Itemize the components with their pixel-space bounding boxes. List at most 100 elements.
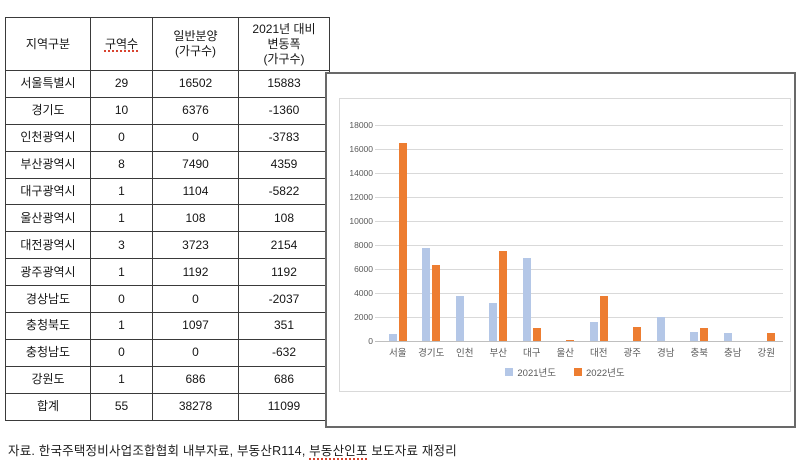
region-cell: 충청남도 <box>5 338 91 367</box>
table-row: 광주광역시 1 1192 1192 <box>5 258 330 287</box>
gridline <box>375 173 783 174</box>
bar-chart: 0 2000 4000 6000 8000 10000 12000 14000 16000 180… <box>339 98 791 392</box>
x-axis-labels: 서울 경기도 인천 부산 대구 울산 대전 광주 경남 충북 충남 강원 <box>381 345 783 359</box>
table-row: 충청북도 1 1097 351 <box>5 312 330 340</box>
y-tick-label: 6000 <box>354 264 373 274</box>
header-units: 일반분양 (가구수) <box>152 17 239 71</box>
units-cell: 0 <box>152 285 239 314</box>
source-note-prefix: 자료. 한국주택정비사업조합협회 내부자료, 부동산R114, <box>8 444 310 458</box>
x-tick-label: 부산 <box>489 348 507 359</box>
bar-2021년도-충남 <box>723 333 732 341</box>
legend-item-2021: 2021년도 <box>505 365 556 379</box>
region-cell: 울산광역시 <box>5 204 91 233</box>
gridline <box>375 269 783 270</box>
change-cell: 1192 <box>238 258 330 287</box>
bar-2022년도-부산 <box>499 251 508 341</box>
change-cell: 11099 <box>238 392 330 421</box>
x-tick-label: 대전 <box>590 348 608 359</box>
header-zones-label: 구역수 <box>104 36 139 51</box>
change-cell: -632 <box>238 338 330 367</box>
table-row-total: 합계 55 38278 11099 <box>5 392 330 421</box>
chart-legend: 2021년도 2022년도 <box>340 365 790 379</box>
units-cell: 0 <box>152 338 239 367</box>
x-tick-label: 충북 <box>690 348 708 359</box>
x-tick-label: 울산 <box>556 348 574 359</box>
x-tick-label: 강원 <box>757 348 775 359</box>
region-cell: 경상남도 <box>5 285 91 314</box>
zones-cell: 0 <box>90 285 153 314</box>
y-tick-label: 8000 <box>354 240 373 250</box>
gridline <box>375 245 783 246</box>
source-note: 자료. 한국주택정비사업조합협회 내부자료, 부동산R114, 부동산인포 보도… <box>8 440 792 459</box>
region-cell: 인천광역시 <box>5 123 91 152</box>
header-change: 2021년 대비 변동폭 (가구수) <box>238 17 330 71</box>
zones-cell: 8 <box>90 150 153 179</box>
table-row: 경상남도 0 0 -2037 <box>5 285 330 314</box>
change-cell: 108 <box>238 204 330 233</box>
zones-cell: 1 <box>90 312 153 340</box>
bar-2021년도-충북 <box>690 332 699 341</box>
y-tick-label: 10000 <box>349 216 373 226</box>
table-row: 충청남도 0 0 -632 <box>5 338 330 367</box>
change-cell: 2154 <box>238 231 330 260</box>
units-cell: 1097 <box>152 312 239 340</box>
bar-2021년도-대전 <box>589 322 598 341</box>
region-cell: 강원도 <box>5 365 91 394</box>
table-row: 강원도 1 686 686 <box>5 365 330 394</box>
units-cell: 686 <box>152 365 239 394</box>
table-row: 울산광역시 1 108 108 <box>5 204 330 233</box>
gridline <box>375 317 783 318</box>
x-tick-label: 인천 <box>456 348 474 359</box>
legend-label-2022: 2022년도 <box>586 368 625 379</box>
gridline <box>375 197 783 198</box>
header-zones: 구역수 <box>90 17 153 71</box>
zones-cell: 1 <box>90 204 153 233</box>
zones-cell: 0 <box>90 338 153 367</box>
bar-2022년도-대구 <box>532 327 541 341</box>
zones-cell: 1 <box>90 365 153 394</box>
x-tick-label: 서울 <box>389 348 407 359</box>
table-row: 인천광역시 0 0 -3783 <box>5 123 330 152</box>
chart-cell: 0 2000 4000 6000 8000 10000 12000 14000 16000 180… <box>325 72 796 428</box>
bar-2021년도-대구 <box>522 257 531 341</box>
units-cell: 38278 <box>152 392 239 421</box>
region-cell: 대전광역시 <box>5 231 91 260</box>
zones-cell: 0 <box>90 123 153 152</box>
region-cell: 서울특별시 <box>5 70 91 98</box>
x-axis-line <box>375 341 783 342</box>
units-cell: 1104 <box>152 177 239 206</box>
bar-2022년도-경기도 <box>432 264 441 341</box>
bar-2022년도-대전 <box>599 296 608 341</box>
legend-swatch-2021 <box>505 368 514 376</box>
bar-2021년도-경남 <box>656 316 665 341</box>
region-cell: 광주광역시 <box>5 258 91 287</box>
source-note-suffix: 보도자료 재정리 <box>367 444 457 458</box>
zones-cell: 1 <box>90 258 153 287</box>
x-tick-label: 광주 <box>623 348 641 359</box>
table-header-row: 지역구분 구역수 일반분양 (가구수) 2021년 대비 변동폭 (가구수) <box>5 17 330 71</box>
change-cell: 4359 <box>238 150 330 179</box>
y-tick-label: 2000 <box>354 312 373 322</box>
header-change-label: 2021년 대비 변동폭 (가구수) <box>252 21 316 66</box>
region-table: 지역구분 구역수 일반분양 (가구수) 2021년 대비 변동폭 (가구수) 서… <box>5 17 330 421</box>
change-cell: 15883 <box>238 70 330 98</box>
change-cell: 351 <box>238 312 330 340</box>
bar-2022년도-강원 <box>767 332 776 341</box>
y-tick-label: 4000 <box>354 288 373 298</box>
bar-2021년도-경기도 <box>422 248 431 341</box>
bar-2022년도-서울 <box>398 142 407 341</box>
region-cell: 부산광역시 <box>5 150 91 179</box>
y-tick-label: 12000 <box>349 192 373 202</box>
zones-cell: 55 <box>90 392 153 421</box>
flagged-word: 부동산인포 <box>309 444 368 458</box>
y-tick-label: 16000 <box>349 144 373 154</box>
bar-2022년도-충북 <box>700 327 709 341</box>
zones-cell: 1 <box>90 177 153 206</box>
gridline <box>375 149 783 150</box>
legend-swatch-2022 <box>574 368 582 376</box>
x-tick-label: 경남 <box>657 348 675 359</box>
units-cell: 7490 <box>152 150 239 179</box>
table-row: 서울특별시 29 16502 15883 <box>5 70 330 98</box>
change-cell: -1360 <box>238 96 330 125</box>
